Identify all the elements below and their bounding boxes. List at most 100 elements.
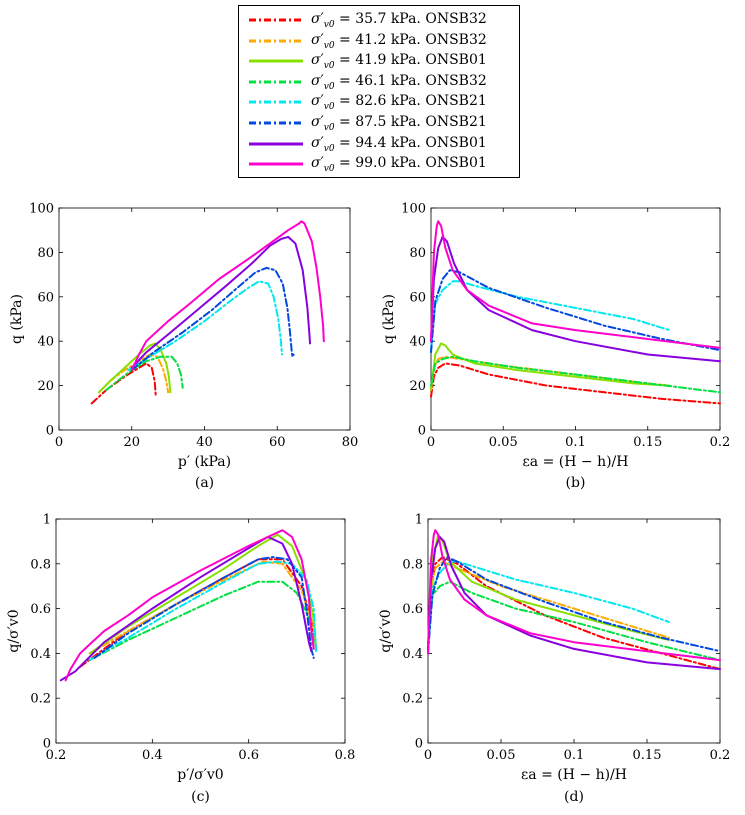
y-tick-label: 1	[43, 513, 51, 528]
y-tick-label: 0.8	[402, 557, 423, 572]
y-tick-label: 20	[37, 379, 54, 394]
y-axis-label: q (kPa)	[381, 294, 397, 344]
y-tick-label: 0	[46, 424, 54, 439]
y-axis-label: q (kPa)	[9, 294, 25, 344]
y-tick-label: 80	[409, 246, 426, 261]
x-tick-label: 40	[196, 435, 213, 450]
y-tick-label: 0.8	[30, 557, 51, 572]
x-tick-label: 60	[269, 435, 286, 450]
y-tick-label: 100	[29, 202, 54, 217]
legend-entry: σ′v0 = 46.1 kPa. ONSB32	[239, 72, 519, 93]
legend-entry: σ′v0 = 94.4 kPa. ONSB01	[239, 134, 519, 155]
y-tick-label: 20	[409, 379, 426, 394]
x-tick-label: 80	[342, 435, 359, 450]
series-line	[427, 560, 670, 648]
series-line	[90, 362, 157, 405]
y-axis-label: q/σ′v0	[378, 609, 394, 652]
y-tick-label: 60	[37, 290, 54, 305]
series-line	[430, 280, 671, 352]
legend-swatch	[249, 39, 303, 43]
x-tick-label: 0.2	[710, 435, 731, 450]
series-line	[430, 362, 721, 405]
y-tick-label: 40	[409, 335, 426, 350]
series-line	[98, 342, 172, 394]
legend-swatch	[249, 100, 303, 104]
y-tick-label: 40	[37, 335, 54, 350]
legend-label: σ′v0 = 94.4 kPa. ONSB01	[311, 134, 487, 154]
legend-entry: σ′v0 = 82.6 kPa. ONSB21	[239, 92, 519, 113]
series-line	[427, 529, 721, 662]
x-tick-label: 0	[427, 435, 435, 450]
x-tick-label: 0.2	[46, 748, 67, 763]
x-tick-label: 0.2	[710, 748, 731, 763]
series-line	[64, 529, 315, 682]
series-line	[430, 220, 721, 349]
legend-label: σ′v0 = 99.0 kPa. ONSB01	[311, 155, 487, 174]
legend-label: σ′v0 = 82.6 kPa. ONSB21	[311, 93, 487, 113]
series-line	[93, 556, 315, 659]
x-tick-label: 0.1	[565, 435, 586, 450]
legend-swatch	[249, 121, 303, 125]
y-tick-label: 80	[37, 246, 54, 261]
x-tick-label: 0	[55, 435, 63, 450]
y-tick-label: 0.4	[30, 647, 51, 662]
x-tick-label: 0.05	[487, 748, 516, 763]
x-axis-label: p′/σ′v0	[177, 767, 223, 783]
series-line	[105, 355, 184, 391]
series-line	[79, 558, 318, 668]
legend-entry: σ′v0 = 99.0 kPa. ONSB01	[239, 154, 519, 175]
y-tick-label: 0.2	[402, 692, 423, 707]
y-tick-label: 0.2	[30, 692, 51, 707]
series-line	[430, 269, 721, 354]
x-tick-label: 0.6	[238, 748, 259, 763]
series-line	[427, 535, 721, 671]
series-line	[427, 556, 721, 655]
legend-swatch	[249, 162, 303, 166]
y-tick-label: 0.6	[402, 602, 423, 617]
legend-label: σ′v0 = 46.1 kPa. ONSB32	[311, 72, 487, 92]
axes-box	[427, 518, 721, 744]
legend: σ′v0 = 35.7 kPa. ONSB32 σ′v0 = 41.2 kPa. …	[238, 5, 520, 178]
x-tick-label: 0	[424, 748, 432, 763]
series-line	[427, 556, 721, 671]
series-line	[427, 580, 721, 662]
axes-box	[58, 207, 351, 431]
x-tick-label: 0.8	[335, 748, 356, 763]
series-line	[130, 266, 295, 372]
y-tick-label: 1	[415, 513, 423, 528]
panel-a: 0 20 40 60 80 0 20 40 60 80 100 p′ (kPa) q (kPa) (a)	[9, 202, 358, 492]
legend-label: σ′v0 = 41.9 kPa. ONSB01	[311, 52, 487, 71]
legend-entry: σ′v0 = 87.5 kPa. ONSB21	[239, 113, 519, 134]
legend-label: σ′v0 = 87.5 kPa. ONSB21	[311, 114, 487, 133]
y-axis-label: q/σ′v0	[6, 609, 22, 652]
x-axis-label: εa = (H − h)/H	[523, 454, 629, 470]
panel-d: 0 0.05 0.1 0.15 0.2 0 0.2 0.4 0.6 0.8 1 εa = (H − h…	[378, 513, 730, 806]
y-tick-label: 60	[409, 290, 426, 305]
series-line	[127, 280, 283, 372]
legend-swatch	[249, 142, 303, 146]
series-line	[130, 220, 325, 372]
x-axis-label: εa = (H − h)/H	[521, 767, 627, 783]
legend-label: σ′v0 = 35.7 kPa. ONSB32	[311, 11, 487, 30]
x-tick-label: 0.05	[489, 435, 518, 450]
series-line	[130, 235, 311, 369]
legend-entry: σ′v0 = 35.7 kPa. ONSB32	[239, 10, 519, 31]
panel-c: 0.2 0.4 0.6 0.800.20.40.60.81p′/σ′v0q/σ′v0(…	[6, 513, 355, 806]
x-tick-label: 0.4	[142, 748, 163, 763]
y-tick-label: 0.6	[30, 602, 51, 617]
y-tick-label: 0	[415, 737, 423, 752]
series-line	[59, 535, 313, 682]
y-tick-label: 100	[401, 202, 426, 217]
axes-box	[55, 518, 346, 744]
legend-entry: σ′v0 = 41.9 kPa. ONSB01	[239, 51, 519, 72]
panel-caption: (c)	[191, 789, 210, 805]
y-tick-label: 0	[43, 737, 51, 752]
panel-caption: (a)	[195, 475, 214, 491]
x-tick-label: 0.15	[633, 748, 662, 763]
y-tick-label: 0.4	[402, 647, 423, 662]
legend-swatch	[249, 80, 303, 84]
legend-swatch	[249, 59, 303, 63]
series-line	[430, 235, 721, 363]
legend-entry: σ′v0 = 41.2 kPa. ONSB32	[239, 31, 519, 52]
legend-label: σ′v0 = 41.2 kPa. ONSB32	[311, 31, 487, 51]
